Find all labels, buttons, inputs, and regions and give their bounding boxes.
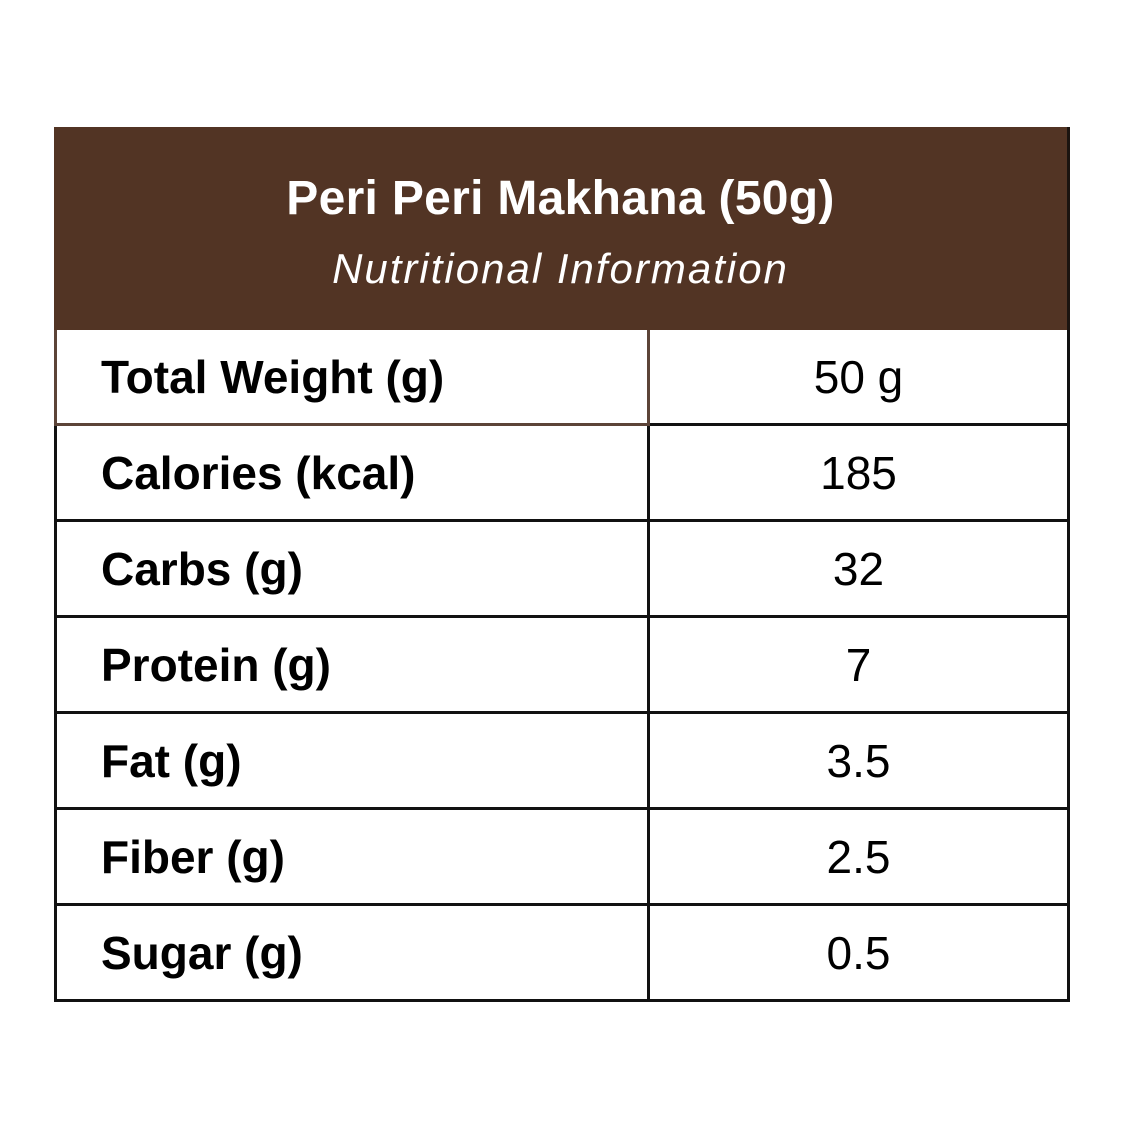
product-title: Peri Peri Makhana (50g) bbox=[286, 172, 835, 225]
nutrient-label: Calories (kcal) bbox=[54, 423, 650, 522]
nutrient-label: Sugar (g) bbox=[54, 903, 650, 1002]
table-subtitle: Nutritional Information bbox=[332, 245, 789, 292]
table-row: Protein (g) 7 bbox=[54, 615, 1070, 714]
table-row: Carbs (g) 32 bbox=[54, 519, 1070, 618]
nutrition-panel: Peri Peri Makhana (50g) Nutritional Info… bbox=[54, 127, 1070, 1002]
nutrient-value: 3.5 bbox=[647, 711, 1070, 810]
nutrient-value: 185 bbox=[647, 423, 1070, 522]
table-row: Sugar (g) 0.5 bbox=[54, 903, 1070, 1002]
nutrient-value: 7 bbox=[647, 615, 1070, 714]
table-row: Total Weight (g) 50 g bbox=[54, 330, 1070, 426]
nutrition-table: Total Weight (g) 50 g Calories (kcal) 18… bbox=[54, 330, 1070, 1002]
nutrient-label: Fat (g) bbox=[54, 711, 650, 810]
nutrient-label: Fiber (g) bbox=[54, 807, 650, 906]
table-row: Fiber (g) 2.5 bbox=[54, 807, 1070, 906]
nutrient-value: 50 g bbox=[647, 330, 1070, 426]
table-header: Peri Peri Makhana (50g) Nutritional Info… bbox=[54, 127, 1070, 330]
nutrient-value: 0.5 bbox=[647, 903, 1070, 1002]
table-row: Fat (g) 3.5 bbox=[54, 711, 1070, 810]
nutrient-value: 2.5 bbox=[647, 807, 1070, 906]
nutrient-value: 32 bbox=[647, 519, 1070, 618]
nutrient-label: Protein (g) bbox=[54, 615, 650, 714]
nutrient-label: Carbs (g) bbox=[54, 519, 650, 618]
nutrient-label: Total Weight (g) bbox=[54, 330, 650, 426]
table-row: Calories (kcal) 185 bbox=[54, 423, 1070, 522]
